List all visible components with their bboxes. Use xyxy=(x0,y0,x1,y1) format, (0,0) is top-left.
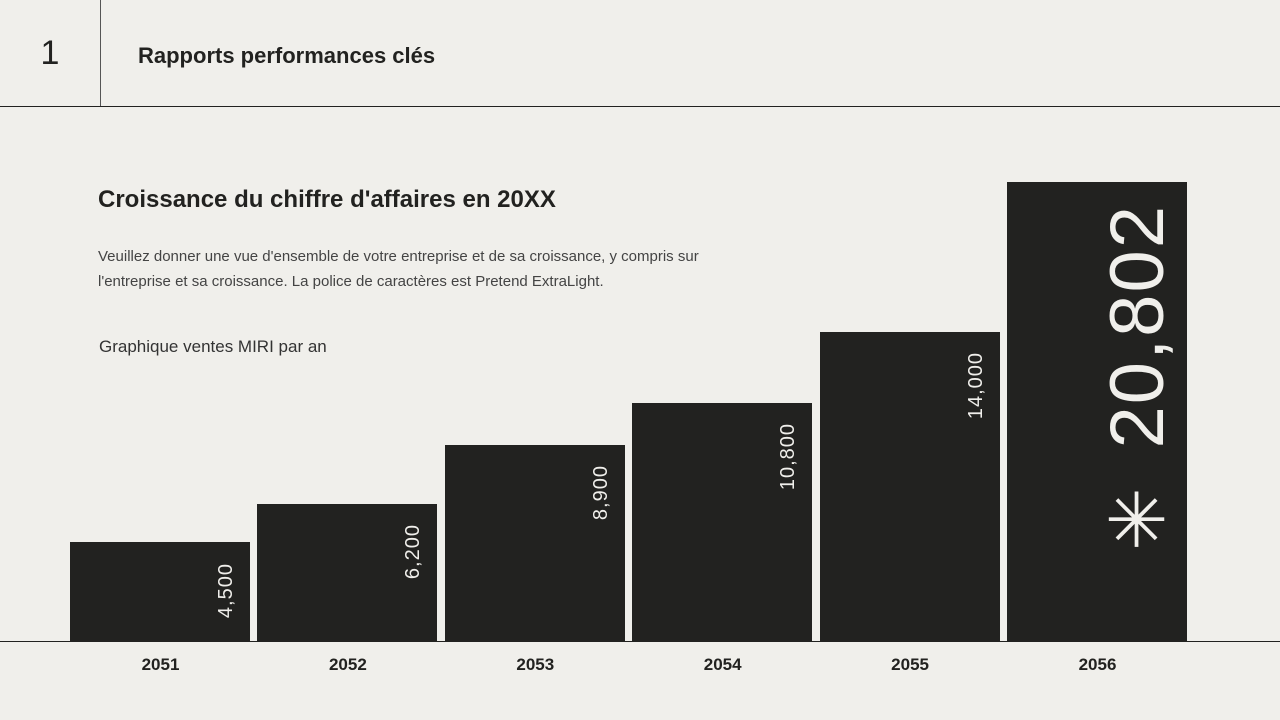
bar-2051 xyxy=(70,541,250,641)
content-title: Croissance du chiffre d'affaires en 20XX xyxy=(98,186,556,213)
data-label-2056: ✳ 20,802 xyxy=(1095,204,1180,563)
data-label-2054: 10,800 xyxy=(777,422,800,490)
x-tick-label: 2051 xyxy=(141,655,180,674)
x-tick-label: 2053 xyxy=(516,655,555,674)
slide-number: 1 xyxy=(40,34,60,72)
x-tick-label: 2056 xyxy=(1078,655,1117,674)
data-label-2051: 4,500 xyxy=(215,562,237,618)
bar-2055 xyxy=(819,332,1000,641)
data-label-2055: 14,000 xyxy=(964,352,987,420)
bar-2053 xyxy=(444,444,625,641)
header-title: Rapports performances clés xyxy=(138,43,436,68)
bar-2052 xyxy=(257,504,438,641)
x-tick-label: 2052 xyxy=(328,655,367,674)
chart-baseline xyxy=(0,641,1280,642)
bar-2054 xyxy=(632,402,813,641)
data-label-2053: 8,900 xyxy=(589,464,612,520)
bar-2056 xyxy=(1007,182,1187,641)
header-divider xyxy=(100,0,101,106)
data-label-2052: 6,200 xyxy=(402,524,425,580)
header-rule xyxy=(0,106,1280,107)
x-tick-label: 2054 xyxy=(703,655,742,674)
chart-caption: Graphique ventes MIRI par an xyxy=(99,337,327,356)
content-description: Veuillez donner une vue d'ensemble de vo… xyxy=(98,248,699,290)
x-tick-label: 2055 xyxy=(891,655,929,674)
